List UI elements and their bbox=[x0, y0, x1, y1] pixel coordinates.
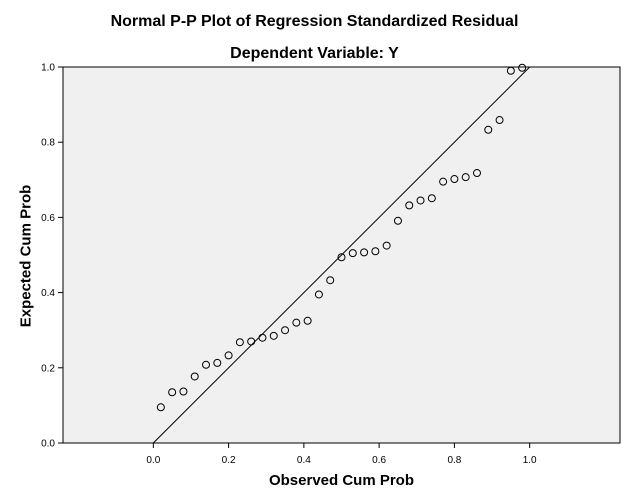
data-point bbox=[337, 253, 346, 262]
data-point bbox=[235, 338, 244, 347]
reference-line bbox=[152, 66, 531, 444]
data-point bbox=[269, 331, 278, 340]
x-tick-label: 0.4 bbox=[297, 455, 311, 466]
data-point bbox=[439, 177, 448, 186]
data-point bbox=[314, 290, 323, 299]
data-point bbox=[506, 66, 515, 75]
y-tick-label: 1.0 bbox=[41, 63, 55, 74]
data-point bbox=[281, 326, 290, 335]
x-axis-label: Observed Cum Prob bbox=[268, 472, 415, 489]
data-point bbox=[405, 201, 414, 210]
data-point bbox=[348, 249, 357, 258]
x-tick-label: 0.0 bbox=[146, 455, 160, 466]
data-point bbox=[416, 196, 425, 205]
data-point bbox=[371, 247, 380, 256]
x-tick-label: 0.8 bbox=[447, 455, 461, 466]
data-point bbox=[427, 194, 436, 203]
data-point bbox=[461, 173, 470, 182]
data-point bbox=[472, 169, 481, 178]
y-tick-label: 0.2 bbox=[41, 363, 55, 374]
data-point bbox=[393, 216, 402, 225]
y-tick-label: 0.6 bbox=[41, 213, 55, 224]
y-tick-label: 0.8 bbox=[41, 138, 55, 149]
data-point bbox=[156, 403, 165, 412]
chart-title: Normal P-P Plot of Regression Standardiz… bbox=[110, 13, 519, 30]
data-point bbox=[168, 388, 177, 397]
data-point bbox=[484, 125, 493, 134]
data-point bbox=[258, 333, 267, 342]
data-point bbox=[190, 372, 199, 381]
data-point bbox=[450, 175, 459, 184]
data-point bbox=[382, 241, 391, 250]
data-point bbox=[247, 337, 256, 346]
data-point bbox=[213, 358, 222, 367]
y-tick-label: 0.0 bbox=[41, 439, 55, 450]
data-point bbox=[495, 116, 504, 125]
x-tick-label: 0.2 bbox=[222, 455, 236, 466]
data-point bbox=[202, 360, 211, 369]
data-point bbox=[518, 63, 527, 72]
y-tick-label: 0.4 bbox=[41, 288, 55, 299]
data-point bbox=[224, 351, 233, 360]
data-point bbox=[326, 276, 335, 285]
data-point bbox=[179, 387, 188, 396]
x-tick-label: 1.0 bbox=[523, 455, 537, 466]
data-point bbox=[303, 316, 312, 325]
data-point bbox=[292, 318, 301, 327]
data-point bbox=[360, 248, 369, 257]
x-tick-label: 0.6 bbox=[372, 455, 386, 466]
chart-subtitle: Dependent Variable: Y bbox=[230, 45, 399, 62]
